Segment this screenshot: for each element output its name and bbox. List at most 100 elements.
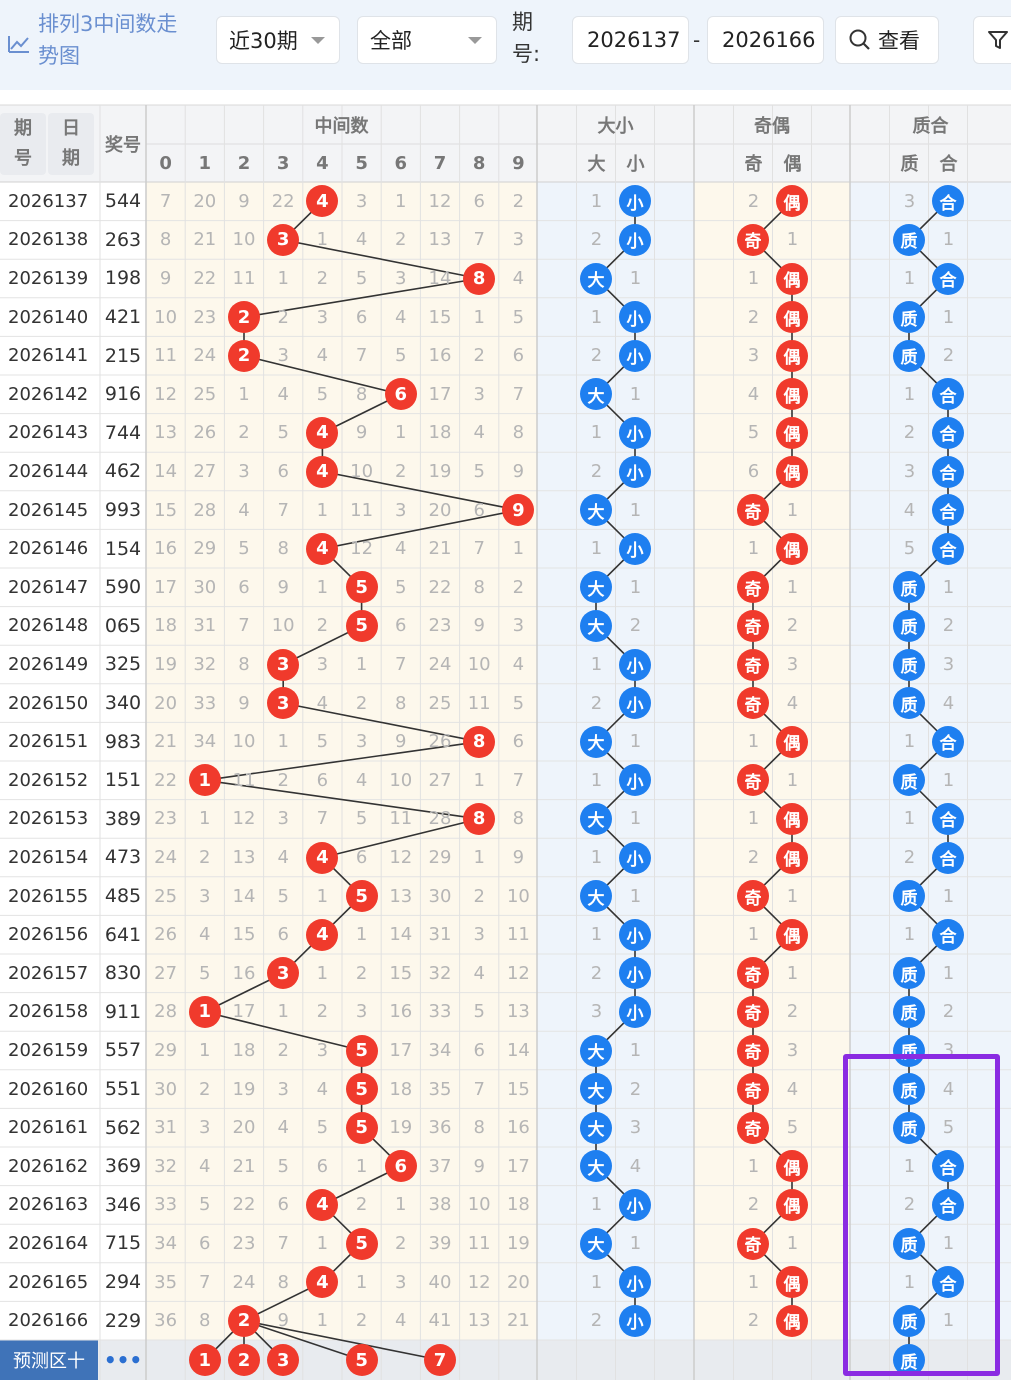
miss-cell: 17 [506, 1155, 530, 1177]
filter-select[interactable]: 全部 [357, 16, 497, 64]
prime-ball: 质 [893, 223, 925, 256]
miss-cell: 3 [199, 1117, 211, 1139]
prime-ball: 合 [932, 185, 964, 218]
award-cell: 557 [104, 1039, 142, 1062]
miss-cell: 2 [199, 1078, 211, 1100]
miss-cell: 36 [428, 1117, 452, 1139]
miss-cell: 8 [355, 383, 368, 405]
miss-cell: 12 [350, 538, 374, 560]
miss-cell: 22 [193, 267, 217, 289]
miss-cell: 2 [512, 576, 525, 598]
miss-cell: 10 [154, 306, 178, 328]
view-button[interactable]: 查看 [835, 16, 939, 64]
award-cell: 346 [104, 1193, 142, 1216]
miss-cell: 2 [355, 692, 368, 714]
prime-ball: 合 [932, 841, 964, 874]
issue-cell: 2026159 [8, 1039, 89, 1061]
prime-ball: 合 [932, 1188, 964, 1221]
predict-ball[interactable]: 7 [424, 1344, 456, 1376]
filter-button[interactable] [973, 16, 1011, 64]
prime-ball: 质 [893, 880, 925, 913]
miss-cell: 4 [512, 267, 525, 289]
issue-cell: 2026148 [8, 615, 89, 637]
miss-cell: 1 [277, 731, 289, 753]
miss-cell: 7 [473, 538, 485, 560]
predict-ball[interactable]: 2 [228, 1344, 260, 1376]
size-ball: 大 [580, 378, 612, 411]
miss-cell: 1 [473, 306, 485, 328]
mid-hit-ball: 2 [228, 301, 260, 334]
size-miss-cell: 4 [629, 1155, 642, 1177]
miss-cell: 4 [277, 383, 289, 405]
miss-cell: 9 [395, 731, 407, 753]
predict-ball[interactable]: 5 [345, 1344, 378, 1376]
parity-miss-cell: 1 [786, 885, 799, 907]
size-ball: 大 [580, 1111, 612, 1144]
predict-ball[interactable]: 3 [267, 1344, 300, 1376]
miss-cell: 20 [232, 1117, 256, 1139]
miss-cell: 15 [506, 1078, 530, 1100]
predict-label[interactable]: 预测区十 [13, 1351, 85, 1372]
miss-cell: 11 [232, 769, 256, 791]
mid-hit-ball: 3 [267, 223, 300, 256]
issue-cell: 2026138 [8, 229, 89, 251]
prime-ball: 合 [932, 262, 964, 295]
issue-from-input[interactable]: 2026137 [572, 16, 689, 64]
miss-cell: 4 [473, 422, 485, 444]
miss-cell: 23 [154, 808, 178, 830]
miss-cell: 4 [355, 769, 368, 791]
miss-cell: 32 [428, 962, 452, 984]
prime-miss-cell: 4 [903, 499, 916, 521]
prime-ball: 合 [932, 494, 964, 527]
miss-cell: 25 [154, 885, 178, 907]
predict-ball[interactable]: 1 [188, 1344, 221, 1376]
miss-cell: 28 [154, 1001, 178, 1023]
parity-miss-cell: 1 [747, 267, 760, 289]
miss-cell: 14 [232, 885, 256, 907]
miss-cell: 16 [389, 1001, 413, 1023]
issue-to-input[interactable]: 2026166 [707, 16, 824, 64]
miss-cell: 7 [277, 499, 289, 521]
parity-miss-cell: 2 [747, 306, 760, 328]
chevron-down-icon [311, 37, 325, 44]
parity-miss-cell: 4 [786, 692, 799, 714]
parity-ball: 奇 [737, 571, 769, 604]
miss-cell: 34 [154, 1232, 178, 1254]
miss-cell: 10 [271, 615, 295, 637]
mid-digit-header-6: 6 [394, 152, 408, 174]
miss-cell: 3 [355, 731, 368, 753]
issue-cell: 2026158 [8, 1001, 89, 1023]
miss-cell: 6 [395, 615, 407, 637]
miss-cell: 3 [277, 1078, 289, 1100]
miss-cell: 8 [512, 422, 525, 444]
size-miss-cell: 1 [629, 1232, 642, 1254]
page-title[interactable]: 排列3中间数走势图 [8, 8, 198, 76]
size-miss-cell: 1 [590, 306, 603, 328]
more-button[interactable]: ••• [103, 1348, 143, 1372]
parity-ball: 奇 [737, 609, 769, 642]
range-select[interactable]: 近30期 [216, 16, 340, 64]
highlight-box [843, 1054, 1000, 1376]
mid-hit-ball: 3 [267, 687, 300, 720]
size-ball: 小 [619, 687, 651, 720]
issue-cell: 2026141 [8, 345, 89, 367]
issue-cell: 2026142 [8, 383, 89, 405]
prime-ball: 合 [932, 725, 964, 758]
miss-cell: 4 [473, 962, 485, 984]
miss-cell: 10 [389, 769, 413, 791]
miss-cell: 8 [159, 229, 172, 251]
issue-cell: 2026155 [8, 885, 89, 907]
miss-cell: 27 [154, 962, 178, 984]
miss-cell: 3 [277, 345, 289, 367]
miss-cell: 6 [277, 1194, 289, 1216]
miss-cell: 3 [355, 190, 368, 212]
miss-cell: 20 [506, 1271, 530, 1293]
prime-ball: 质 [893, 1034, 925, 1067]
parity-ball: 偶 [776, 725, 808, 758]
miss-cell: 16 [232, 962, 256, 984]
mid-hit-ball: 4 [306, 416, 339, 449]
predict-prime-ball[interactable]: 质 [893, 1344, 925, 1376]
size-miss-cell: 2 [629, 1078, 642, 1100]
award-cell: 215 [104, 344, 142, 367]
issue-to-value: 2026166 [722, 28, 816, 52]
